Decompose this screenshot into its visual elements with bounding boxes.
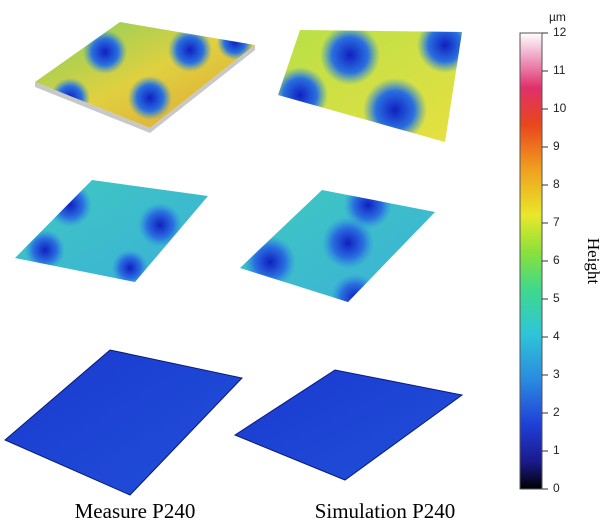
tick-label: 11 — [553, 63, 566, 77]
tick-label: 9 — [553, 139, 560, 153]
colorbar-label: Height — [584, 238, 600, 285]
tick-label: 4 — [553, 329, 560, 343]
surface-measure-1 — [35, 22, 255, 133]
tick-label: 0 — [553, 481, 560, 495]
tick-label: 12 — [553, 25, 567, 39]
surface-simulation-3 — [233, 369, 464, 481]
caption: Simulation P240 — [315, 499, 456, 523]
surface-measure-3 — [4, 349, 243, 496]
tick-label: 6 — [553, 253, 560, 267]
tick-label: 5 — [553, 291, 560, 305]
surface-simulation-1 — [278, 30, 462, 142]
tick-label: 2 — [553, 405, 560, 419]
tick-label: 1 — [553, 443, 560, 457]
tick-label: 8 — [553, 177, 560, 191]
surface-simulation-2 — [240, 190, 435, 302]
colorbar-unit: µm — [549, 10, 566, 24]
caption: Measure P240 — [75, 499, 196, 523]
tick-label: 7 — [553, 215, 560, 229]
surface-measure-2 — [15, 180, 208, 282]
tick-label: 10 — [553, 101, 567, 115]
tick-label: 3 — [553, 367, 560, 381]
colorbar — [519, 32, 543, 490]
